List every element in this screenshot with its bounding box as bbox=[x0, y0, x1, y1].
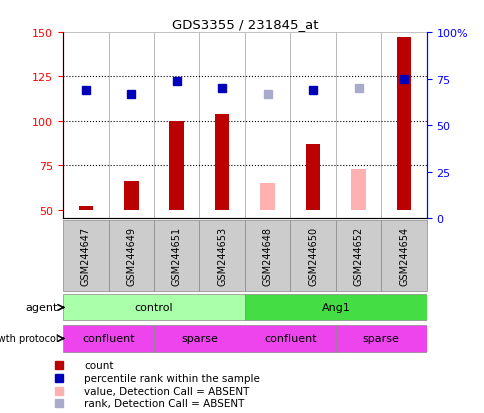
Text: GSM244647: GSM244647 bbox=[81, 227, 91, 285]
Text: count: count bbox=[84, 360, 113, 370]
Bar bbox=[63, 325, 153, 351]
Text: value, Detection Call = ABSENT: value, Detection Call = ABSENT bbox=[84, 386, 249, 396]
Bar bbox=[153, 325, 244, 351]
Bar bbox=[290, 221, 335, 291]
Bar bbox=[153, 33, 199, 219]
Text: percentile rank within the sample: percentile rank within the sample bbox=[84, 373, 259, 383]
Text: growth protocol: growth protocol bbox=[0, 334, 58, 344]
Bar bbox=[199, 221, 244, 291]
Bar bbox=[305, 145, 320, 210]
Text: confluent: confluent bbox=[82, 334, 135, 344]
Text: GSM244654: GSM244654 bbox=[398, 227, 408, 285]
Bar bbox=[63, 33, 108, 219]
Text: sparse: sparse bbox=[181, 334, 217, 344]
Bar bbox=[335, 221, 380, 291]
Text: GSM244650: GSM244650 bbox=[307, 227, 318, 285]
Text: GSM244648: GSM244648 bbox=[262, 227, 272, 285]
Bar bbox=[124, 182, 138, 210]
Bar bbox=[260, 183, 274, 210]
Bar bbox=[335, 33, 380, 219]
Text: control: control bbox=[135, 303, 173, 313]
Text: GSM244649: GSM244649 bbox=[126, 227, 136, 285]
Text: agent: agent bbox=[26, 303, 58, 313]
Bar bbox=[380, 221, 426, 291]
Bar bbox=[335, 325, 426, 351]
Bar bbox=[290, 33, 335, 219]
Bar bbox=[108, 33, 153, 219]
Bar bbox=[244, 33, 290, 219]
Text: GSM244653: GSM244653 bbox=[217, 227, 227, 285]
Bar bbox=[244, 325, 335, 351]
Text: GSM244651: GSM244651 bbox=[171, 227, 182, 285]
Text: Ang1: Ang1 bbox=[321, 303, 349, 313]
Bar bbox=[244, 221, 290, 291]
Bar bbox=[244, 295, 426, 320]
Bar bbox=[108, 221, 153, 291]
Bar bbox=[199, 33, 244, 219]
Bar bbox=[169, 121, 183, 210]
Text: GSM244652: GSM244652 bbox=[353, 226, 363, 286]
Bar bbox=[63, 295, 244, 320]
Text: rank, Detection Call = ABSENT: rank, Detection Call = ABSENT bbox=[84, 399, 244, 408]
Bar bbox=[78, 206, 93, 210]
Bar bbox=[396, 38, 410, 210]
Bar bbox=[350, 169, 365, 210]
Text: confluent: confluent bbox=[263, 334, 316, 344]
Text: sparse: sparse bbox=[362, 334, 399, 344]
Title: GDS3355 / 231845_at: GDS3355 / 231845_at bbox=[171, 17, 318, 31]
Bar bbox=[153, 221, 199, 291]
Bar bbox=[214, 114, 229, 210]
Bar bbox=[380, 33, 426, 219]
Bar bbox=[63, 221, 108, 291]
